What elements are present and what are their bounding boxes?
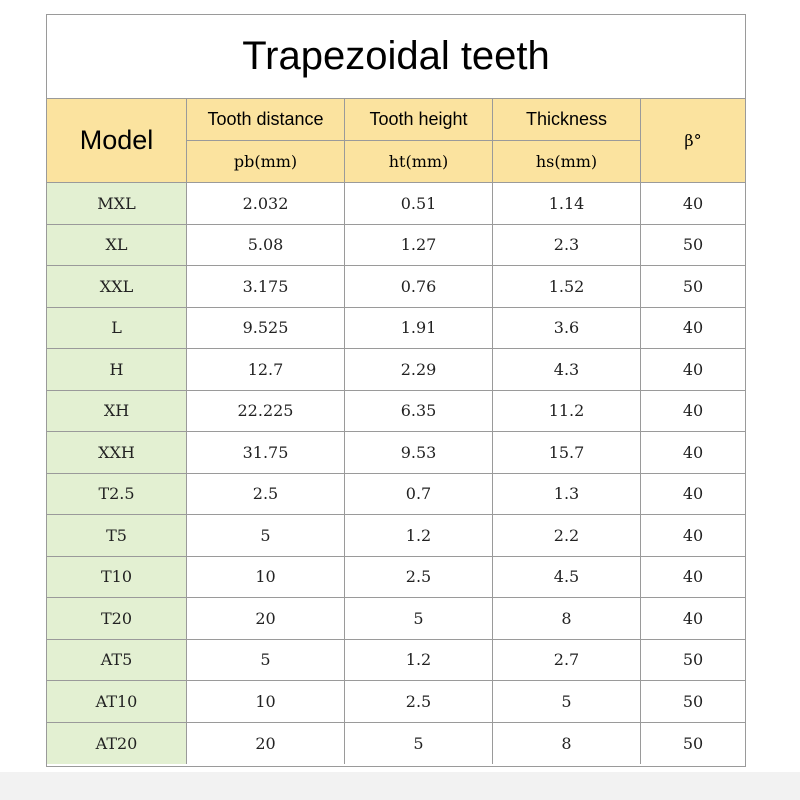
cell-model: T5 — [47, 515, 187, 556]
header-tooth-distance: Tooth distance — [187, 99, 345, 141]
cell-pb: 31.75 — [187, 432, 345, 473]
cell-hs: 4.3 — [493, 349, 641, 390]
cell-model: H — [47, 349, 187, 390]
cell-model: AT20 — [47, 722, 187, 764]
cell-model: L — [47, 307, 187, 348]
header-ht-unit: ht(mm) — [345, 141, 493, 182]
cell-ht: 5 — [345, 598, 493, 639]
cell-pb: 5 — [187, 515, 345, 556]
cell-ht: 1.2 — [345, 515, 493, 556]
cell-ht: 2.5 — [345, 681, 493, 722]
cell-ht: 0.51 — [345, 183, 493, 224]
cell-model: T2.5 — [47, 473, 187, 514]
cell-pb: 10 — [187, 681, 345, 722]
cell-pb: 20 — [187, 722, 345, 764]
cell-pb: 12.7 — [187, 349, 345, 390]
cell-hs: 11.2 — [493, 390, 641, 431]
cell-model: MXL — [47, 183, 187, 224]
cell-hs: 15.7 — [493, 432, 641, 473]
cell-beta: 40 — [682, 359, 704, 379]
cell-beta: 40 — [682, 608, 704, 628]
cell-hs: 4.5 — [493, 556, 641, 597]
cell-beta: 50 — [682, 235, 704, 255]
table-row: XL 5.08 1.27 2.3 50 — [47, 224, 745, 266]
cell-model: XL — [47, 224, 187, 265]
cell-beta: 40 — [682, 525, 704, 545]
cell-ht: 2.29 — [345, 349, 493, 390]
table-title: Trapezoidal teeth — [47, 15, 745, 99]
table-row: T5 5 1.2 2.2 40 — [47, 515, 745, 557]
cell-model: AT5 — [47, 639, 187, 680]
cell-pb: 22.225 — [187, 390, 345, 431]
spec-table: Trapezoidal teeth Model Tooth distance T… — [46, 14, 746, 767]
cell-beta: 40 — [682, 484, 704, 504]
cell-model: XXH — [47, 432, 187, 473]
cell-beta: 40 — [682, 442, 704, 462]
header-thickness: Thickness — [493, 99, 641, 141]
cell-pb: 2.5 — [187, 473, 345, 514]
cell-beta: 40 — [682, 401, 704, 421]
cell-beta: 50 — [682, 733, 704, 753]
cell-beta: 50 — [682, 650, 704, 670]
cell-ht: 0.7 — [345, 473, 493, 514]
cell-model: XXL — [47, 266, 187, 307]
bottom-strip — [0, 772, 800, 800]
cell-model: T20 — [47, 598, 187, 639]
table-row: L 9.525 1.91 3.6 40 — [47, 307, 745, 349]
table-header: Model Tooth distance Tooth height Thickn… — [47, 99, 745, 183]
cell-ht: 6.35 — [345, 390, 493, 431]
cell-pb: 10 — [187, 556, 345, 597]
table-row: AT20 20 5 8 50 — [47, 722, 745, 764]
cell-beta: 40 — [682, 318, 704, 338]
cell-model: XH — [47, 390, 187, 431]
header-tooth-height: Tooth height — [345, 99, 493, 141]
table-row: H 12.7 2.29 4.3 40 — [47, 349, 745, 391]
header-hs-unit: hs(mm) — [493, 141, 641, 182]
cell-beta: 40 — [682, 193, 704, 213]
cell-pb: 2.032 — [187, 183, 345, 224]
table-row: T10 10 2.5 4.5 40 — [47, 556, 745, 598]
cell-hs: 8 — [493, 598, 641, 639]
header-model: Model — [47, 99, 187, 182]
cell-ht: 1.91 — [345, 307, 493, 348]
table-row: AT10 10 2.5 5 50 — [47, 681, 745, 723]
cell-ht: 0.76 — [345, 266, 493, 307]
table-row: XXH 31.75 9.53 15.7 40 — [47, 432, 745, 474]
cell-hs: 1.14 — [493, 183, 641, 224]
cell-pb: 5 — [187, 639, 345, 680]
table-row: AT5 5 1.2 2.7 50 — [47, 639, 745, 681]
cell-hs: 2.7 — [493, 639, 641, 680]
table-row: MXL 2.032 0.51 1.14 40 — [47, 183, 745, 225]
cell-ht: 2.5 — [345, 556, 493, 597]
cell-pb: 20 — [187, 598, 345, 639]
cell-hs: 5 — [493, 681, 641, 722]
cell-hs: 1.3 — [493, 473, 641, 514]
cell-ht: 5 — [345, 722, 493, 764]
cell-pb: 9.525 — [187, 307, 345, 348]
cell-beta: 50 — [682, 691, 704, 711]
cell-ht: 1.27 — [345, 224, 493, 265]
cell-model: AT10 — [47, 681, 187, 722]
cell-hs: 1.52 — [493, 266, 641, 307]
cell-pb: 5.08 — [187, 224, 345, 265]
cell-pb: 3.175 — [187, 266, 345, 307]
table-row: T2.5 2.5 0.7 1.3 40 — [47, 473, 745, 515]
table-row: XH 22.225 6.35 11.2 40 — [47, 390, 745, 432]
table-row: T20 20 5 8 40 — [47, 598, 745, 640]
cell-hs: 8 — [493, 722, 641, 764]
cell-ht: 1.2 — [345, 639, 493, 680]
cell-model: T10 — [47, 556, 187, 597]
cell-beta: 50 — [682, 276, 704, 296]
cell-hs: 2.3 — [493, 224, 641, 265]
cell-beta: 40 — [682, 567, 704, 587]
cell-ht: 9.53 — [345, 432, 493, 473]
header-pb-unit: pb(mm) — [187, 141, 345, 182]
table-row: XXL 3.175 0.76 1.52 50 — [47, 266, 745, 308]
header-beta: β° — [684, 131, 702, 150]
cell-hs: 3.6 — [493, 307, 641, 348]
cell-hs: 2.2 — [493, 515, 641, 556]
